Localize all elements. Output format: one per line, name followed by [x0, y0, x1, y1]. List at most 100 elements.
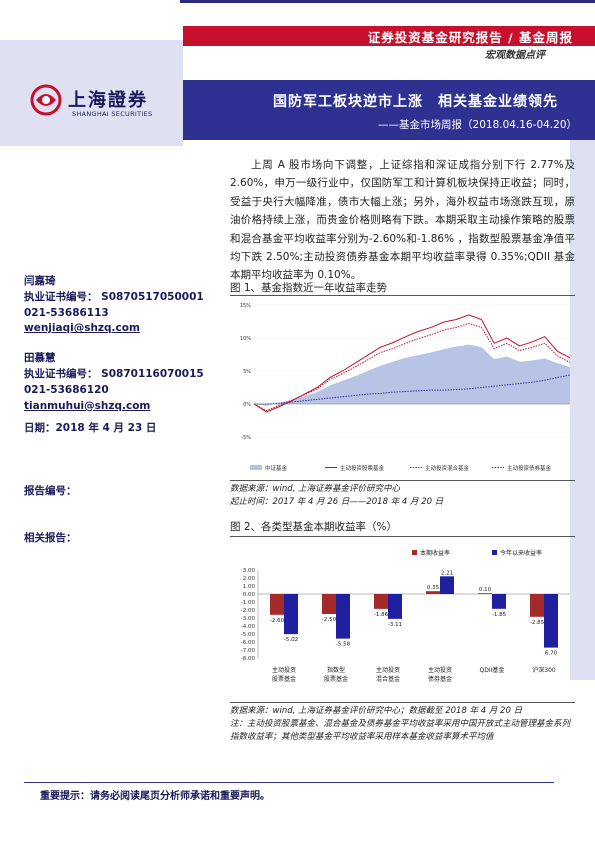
report-category: 证券投资基金研究报告 / 基金周报 — [367, 30, 573, 45]
figure2-note: 注：主动投资股票基金、混合基金及债券基金平均收益率采用中国开放式主动管理基金系列… — [230, 719, 571, 742]
figure1-source-line: 数据来源：wind, 上海证券基金评价研究中心 — [230, 484, 401, 494]
figure2-top-rule — [230, 536, 575, 537]
legend-label: 中证基金 — [265, 464, 288, 472]
bar — [544, 594, 558, 648]
y-tick-label: -2.00 — [241, 608, 256, 614]
author-email-link[interactable]: wenjiaqi@shzq.com — [24, 322, 140, 335]
y-tick-label: 3.00 — [243, 568, 256, 574]
author-list: 闫嘉琦 执业证书编号： S0870517050001 021-53686113 … — [24, 274, 204, 414]
legend-label: 今年以来收益率 — [500, 549, 542, 557]
y-tick-label: 10% — [240, 336, 251, 342]
bar — [530, 594, 544, 617]
y-tick-label: 0.00 — [243, 592, 256, 598]
author-cert: 执业证书编号： S0870517050001 — [24, 290, 204, 303]
author-email-link[interactable]: tianmuhui@shzq.com — [24, 399, 151, 412]
report-subcategory: 宏观数据点评 — [485, 50, 545, 61]
title-banner: 国防军工板块逆市上涨 相关基金业绩领先 ——基金市场周报（2018.04.16-… — [183, 80, 595, 140]
bar — [478, 593, 492, 594]
figure1-bottom-rule — [230, 480, 575, 481]
y-tick-label: -8.00 — [241, 656, 256, 662]
bar-value-label: -5.02 — [284, 637, 298, 643]
legend-swatch — [250, 465, 262, 470]
figure1-top-rule — [230, 295, 575, 296]
legend-swatch — [412, 550, 417, 555]
summary-section: 上周 A 股市场向下调整，上证综指和深证成指分别下行 2.77%及 2.60%，… — [230, 156, 575, 285]
x-tick-label: 股票基金 — [272, 675, 296, 683]
author-phone: 021-53686113 — [24, 306, 109, 319]
figure1-period-line: 起止时间：2017 年 4 月 26 日——2018 年 4 月 20 日 — [230, 497, 444, 507]
related-reports-label: 相关报告： — [24, 532, 77, 544]
y-tick-label: -6.00 — [241, 640, 256, 646]
bar — [270, 594, 284, 615]
author-cert: 执业证书编号： S0870116070015 — [24, 367, 204, 380]
bar-value-label: -1.85 — [492, 612, 507, 618]
figure1-source: 数据来源：wind, 上海证券基金评价研究中心 起止时间：2017 年 4 月 … — [230, 483, 443, 509]
bar — [374, 594, 388, 609]
category-banner: 证券投资基金研究报告 / 基金周报 — [183, 26, 595, 46]
figure1-line-chart: 15% 10% 5% 0% -5% 中证基金 主动投资股票基金 主动投资混合基金 主动投资债券基… — [240, 303, 571, 472]
y-tick-label: -5% — [241, 435, 251, 441]
y-tick-label: -3.00 — [241, 616, 256, 622]
report-title: 国防军工板块逆市上涨 相关基金业绩领先 — [273, 94, 558, 110]
figure2-bar-chart: 3.00 2.00 1.00 0.00 -1.00 -2.00 -3.00 -4.00 -5.0… — [241, 549, 570, 683]
bar-value-label: 2.21 — [441, 570, 453, 576]
author-name: 田慕慧 — [24, 352, 56, 365]
bar — [284, 594, 298, 635]
series-area — [254, 344, 570, 406]
figure2-bottom-rule — [230, 702, 575, 703]
bar-value-label: 0.35 — [427, 585, 440, 591]
bar — [388, 594, 402, 619]
bar — [492, 594, 506, 609]
bar-value-label: -2.85 — [530, 620, 545, 626]
x-tick-label: 指数型 — [327, 666, 345, 674]
x-tick-label: 债券基金 — [428, 675, 452, 683]
x-tick-label: 主动投资 — [272, 666, 296, 674]
author-name: 闫嘉琦 — [24, 275, 56, 287]
x-tick-label: 主动投资 — [428, 666, 452, 674]
legend-label: 主动投资债券基金 — [507, 464, 552, 472]
y-tick-label: -4.00 — [241, 624, 256, 630]
bar-value-label: -2.60 — [270, 618, 285, 624]
author-phone: 021-53686120 — [24, 383, 109, 396]
bar-value-label: -5.58 — [336, 642, 351, 648]
y-tick-label: -7.00 — [241, 648, 256, 654]
x-tick-label: 混合基金 — [376, 675, 400, 683]
y-tick-label: 2.00 — [243, 576, 256, 582]
report-subtitle: ——基金市场周报（2018.04.16-04.20） — [378, 119, 577, 131]
y-tick-label: 1.00 — [243, 584, 256, 590]
figure2-source-line: 数据来源：wind, 上海证券基金评价研究中心；数据截至 2018 年 4 月 … — [230, 706, 523, 716]
report-date: 日期：2018 年 4 月 23 日 — [24, 422, 157, 434]
bar-value-label: -2.50 — [322, 617, 337, 623]
company-name-cn: 上海證券 — [68, 90, 148, 111]
top-rule — [180, 0, 595, 3]
bar — [426, 591, 440, 594]
company-name-en: SHANGHAI SECURITIES — [72, 110, 153, 118]
sidebar-background — [0, 40, 183, 146]
bar-value-label: -3.11 — [388, 622, 402, 628]
legend-label: 主动投资混合基金 — [425, 464, 470, 472]
footer-rule — [24, 782, 554, 783]
legend-label: 主动投资股票基金 — [340, 464, 385, 472]
x-tick-label: 主动投资 — [376, 666, 400, 674]
figure2-title: 图 2、各类型基金本期收益率（%） — [230, 521, 397, 533]
x-tick-label: 股票基金 — [324, 675, 348, 683]
bar-value-label: -1.86 — [374, 612, 389, 618]
y-tick-label: 15% — [240, 303, 251, 309]
bar — [440, 576, 454, 594]
bar — [336, 594, 350, 639]
bar-value-label: 0.10 — [479, 587, 492, 593]
series-line — [253, 314, 571, 413]
right-margin-band — [570, 140, 595, 680]
shanghai-securities-logo-icon — [30, 84, 62, 116]
x-tick-label: 沪深300 — [532, 666, 556, 674]
legend-swatch — [492, 550, 497, 555]
y-tick-label: 5% — [243, 369, 251, 375]
bar — [322, 594, 336, 614]
y-tick-label: -5.00 — [241, 632, 256, 638]
legend-label: 本期收益率 — [420, 549, 450, 557]
x-tick-label: QDII基金 — [480, 666, 505, 674]
y-tick-label: -1.00 — [241, 600, 256, 606]
summary-paragraph: 上周 A 股市场向下调整，上证综指和深证成指分别下行 2.77%及 2.60%，… — [230, 159, 575, 282]
bar-value-label: 6.70 — [545, 651, 558, 657]
y-tick-label: 0% — [243, 402, 251, 408]
